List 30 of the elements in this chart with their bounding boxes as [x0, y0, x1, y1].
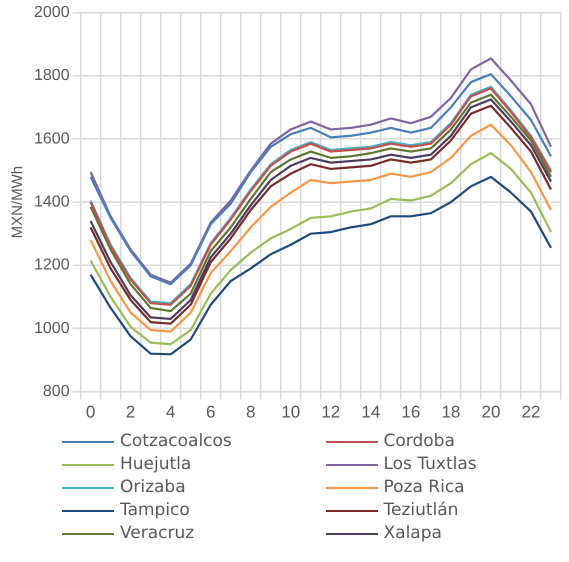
legend-label: Xalapa: [384, 522, 442, 545]
legend-label: Huejutla: [120, 453, 192, 476]
y-tick-label: 1000: [34, 320, 70, 337]
x-tick-label: 10: [281, 402, 300, 422]
y-tick-label: 800: [42, 383, 70, 400]
x-tick-label: 12: [321, 402, 340, 422]
legend-label: Poza Rica: [384, 476, 465, 499]
x-tick-label: 14: [361, 402, 380, 422]
x-tick-label: 20: [481, 402, 500, 422]
x-tick-label: 16: [401, 402, 420, 422]
x-tick-label: 2: [126, 402, 136, 422]
x-tick-label: 22: [522, 402, 540, 422]
y-tick-label: 1800: [34, 67, 70, 84]
legend-label: Orizaba: [120, 476, 186, 499]
legend-label: Tampico: [120, 499, 190, 522]
x-tick-label: 4: [166, 402, 176, 422]
legend-label: Cordoba: [384, 430, 455, 453]
x-tick-label: 6: [206, 402, 216, 422]
y-tick-label: 1400: [34, 194, 70, 211]
x-tick-label: 18: [441, 402, 460, 422]
legend-label: Teziutlán: [384, 499, 458, 522]
y-axis-title: MXN/MWh: [9, 166, 26, 238]
legend-label: Cotzacoalcos: [120, 430, 232, 453]
x-tick-label: 8: [246, 402, 256, 422]
y-tick-label: 1600: [34, 130, 70, 148]
y-tick-label: 1200: [34, 256, 70, 274]
legend-label: Los Tuxtlas: [384, 453, 477, 476]
x-tick-label: 0: [86, 402, 96, 422]
y-tick-label: 2000: [34, 4, 70, 22]
legend-label: Veracruz: [120, 522, 194, 545]
